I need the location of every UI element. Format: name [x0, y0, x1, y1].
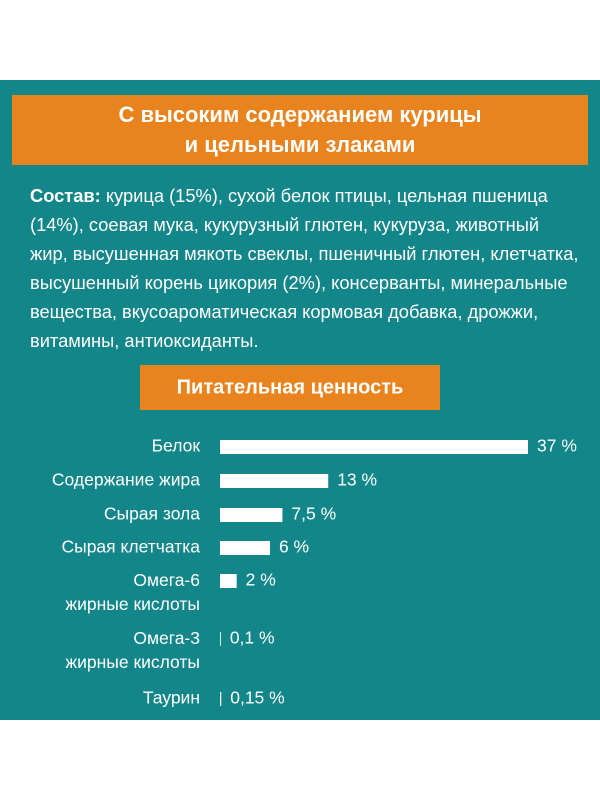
composition-text: курица (15%), сухой белок птицы, цельная… — [30, 185, 579, 351]
value-label: 7,5 % — [291, 504, 336, 524]
category-label: Омега-6 жирные кислоты — [65, 570, 200, 614]
header-line: и цельными злаками — [184, 132, 416, 157]
category-label: Таурин — [143, 688, 200, 708]
bar — [220, 440, 528, 454]
category-label: Белок — [152, 436, 201, 456]
header-banner: С высоким содержанием курицы и цельными … — [12, 95, 588, 165]
value-label: 2 % — [246, 570, 276, 590]
chart-title: Питательная ценность — [177, 376, 404, 398]
bar — [220, 474, 329, 488]
composition: Состав: курица (15%), сухой белок птицы,… — [30, 181, 580, 355]
bar — [220, 574, 237, 588]
category-label: Сырая зола — [104, 504, 200, 524]
bar — [220, 632, 221, 646]
value-label: 0,1 % — [230, 628, 275, 648]
bar — [220, 692, 222, 706]
value-label: 13 % — [337, 470, 377, 490]
category-label: Сырая клетчатка — [61, 537, 200, 557]
category-label: Омега-3 жирные кислоты — [65, 628, 200, 672]
value-label: 6 % — [279, 537, 309, 557]
bar — [220, 508, 283, 522]
composition-label: Состав: — [30, 185, 101, 206]
category-label: Содержание жира — [52, 470, 200, 490]
header-line: С высоким содержанием курицы — [118, 102, 482, 127]
value-label: 37 % — [537, 436, 577, 456]
bar — [220, 541, 270, 555]
chart-title-box — [140, 365, 440, 410]
value-label: 0,15 % — [230, 688, 284, 708]
